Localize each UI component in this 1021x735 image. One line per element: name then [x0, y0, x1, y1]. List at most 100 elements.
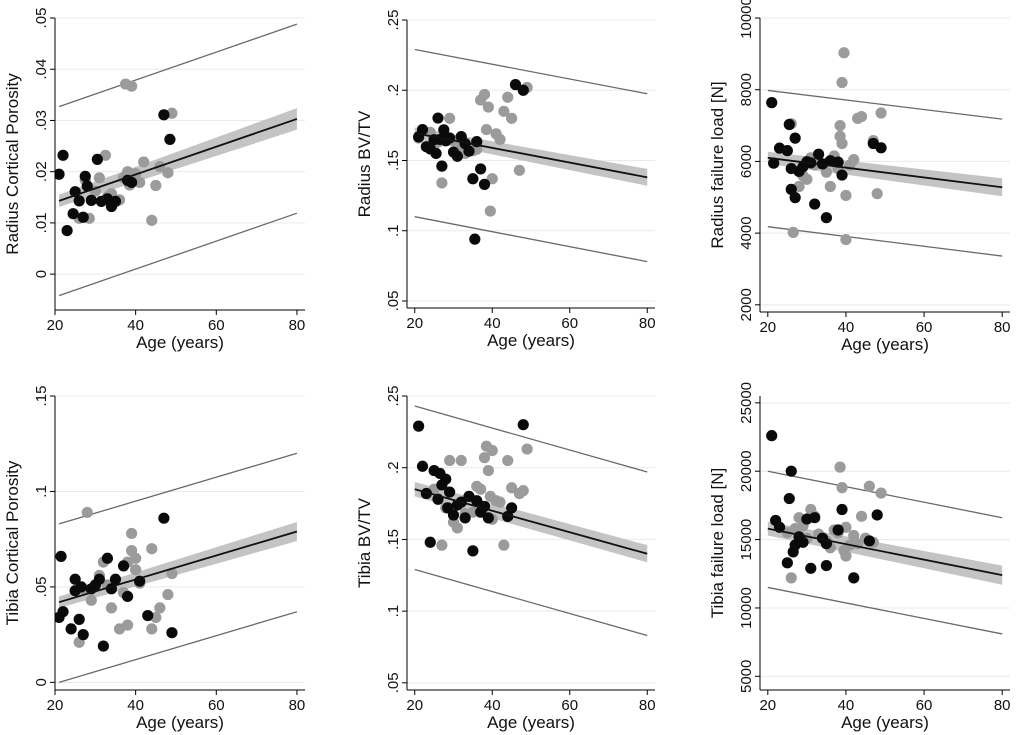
plot-content: [413, 48, 648, 263]
prediction-line-upper: [767, 89, 1003, 120]
data-point-dark: [809, 198, 821, 210]
data-point-light: [130, 564, 142, 576]
data-point-light: [482, 101, 494, 113]
data-point-dark: [158, 109, 170, 121]
data-point-dark: [79, 170, 91, 182]
x-tick-label: 80: [289, 317, 306, 334]
data-point-dark: [871, 509, 883, 521]
data-point-dark: [166, 627, 178, 639]
data-point-dark: [478, 178, 491, 190]
y-tick-label: .03: [33, 110, 50, 131]
plot-content: [55, 452, 298, 683]
data-point-dark: [57, 149, 69, 161]
y-tick-label: .1: [385, 224, 402, 237]
data-point-dark: [447, 509, 460, 521]
y-tick-label: .02: [33, 161, 50, 182]
data-point-light: [126, 527, 138, 540]
y-tick-label: 0: [33, 270, 50, 278]
data-point-dark: [836, 169, 848, 181]
x-axis-title: Age (years): [136, 713, 224, 732]
data-point-light: [875, 107, 887, 119]
x-tick-label: 60: [916, 319, 933, 336]
y-tick-label: .05: [385, 291, 402, 312]
y-axis-title: Tibia failure load [N]: [708, 468, 727, 619]
x-tick-label: 80: [289, 697, 306, 714]
data-point-light: [840, 550, 852, 562]
data-point-light: [855, 110, 868, 123]
prediction-line-lower: [414, 568, 648, 637]
data-point-light: [506, 482, 518, 494]
data-point-light: [871, 188, 883, 200]
x-tick-label: 20: [759, 697, 776, 714]
y-tick-label: 2000: [738, 288, 755, 321]
y-tick-label: 0: [33, 678, 50, 686]
data-point-light: [85, 594, 97, 606]
x-tick-label: 60: [561, 315, 578, 332]
x-axis-title: Age (years): [841, 713, 929, 732]
data-point-dark: [506, 502, 518, 514]
data-point-dark: [67, 208, 79, 220]
data-point-light: [105, 602, 118, 614]
y-axis-title: Radius Cortical Porosity: [3, 73, 22, 255]
confidence-band: [59, 108, 297, 208]
plot-content: [413, 405, 648, 637]
panel-2: .05 .1 .15 .2 .25 20 40 60 80 Age (years) Radius B…: [355, 10, 656, 350]
y-tick-label: 15000: [738, 519, 755, 561]
data-point-light: [502, 454, 514, 467]
data-point-dark: [785, 465, 797, 477]
data-point-dark: [463, 145, 475, 157]
data-point-dark: [848, 572, 860, 584]
y-tick-label: .2: [385, 84, 402, 97]
prediction-line-upper: [58, 23, 298, 108]
data-point-light: [875, 487, 887, 499]
data-point-dark: [69, 573, 81, 585]
data-point-light: [863, 480, 875, 492]
data-point-dark: [97, 640, 109, 652]
data-point-dark: [73, 195, 85, 207]
data-point-dark: [766, 97, 778, 109]
plot-content: [55, 23, 298, 297]
x-tick-label: 20: [406, 315, 423, 332]
x-tick-label: 60: [208, 697, 225, 714]
data-point-light: [517, 485, 529, 497]
data-point-dark: [109, 195, 122, 207]
x-tick-label: 40: [127, 317, 144, 334]
data-point-light: [494, 496, 506, 508]
data-point-light: [502, 91, 514, 103]
data-point-light: [521, 443, 533, 455]
data-point-dark: [164, 133, 176, 146]
fit-line: [414, 488, 648, 555]
data-point-light: [480, 123, 493, 136]
data-point-dark: [832, 524, 844, 536]
data-point-dark: [820, 212, 833, 224]
data-point-light: [478, 88, 491, 101]
data-point-dark: [85, 194, 97, 206]
data-point-dark: [444, 486, 456, 498]
data-point-dark: [820, 559, 833, 572]
data-point-light: [824, 180, 836, 193]
data-point-dark: [789, 192, 801, 204]
data-point-dark: [430, 147, 442, 160]
x-tick-label: 40: [838, 319, 855, 336]
data-point-light: [513, 164, 525, 176]
data-point-light: [162, 588, 174, 601]
data-point-dark: [467, 173, 479, 185]
data-point-dark: [469, 233, 481, 245]
y-tick-label: .25: [385, 386, 402, 407]
data-point-light: [146, 623, 158, 635]
data-point-dark: [73, 613, 85, 625]
x-axis-title: Age (years): [841, 335, 929, 354]
data-point-light: [154, 602, 166, 614]
data-point-dark: [61, 224, 73, 237]
data-point-light: [840, 233, 852, 246]
data-point-dark: [75, 581, 87, 593]
data-point-dark: [863, 535, 875, 547]
y-tick-label: 8000: [738, 73, 755, 106]
y-tick-label: .05: [33, 8, 50, 29]
data-point-dark: [509, 79, 522, 91]
data-point-dark: [121, 590, 134, 603]
y-tick-label: .04: [33, 59, 50, 80]
data-point-light: [838, 47, 850, 59]
fit-line: [414, 132, 648, 179]
data-point-dark: [467, 545, 479, 557]
